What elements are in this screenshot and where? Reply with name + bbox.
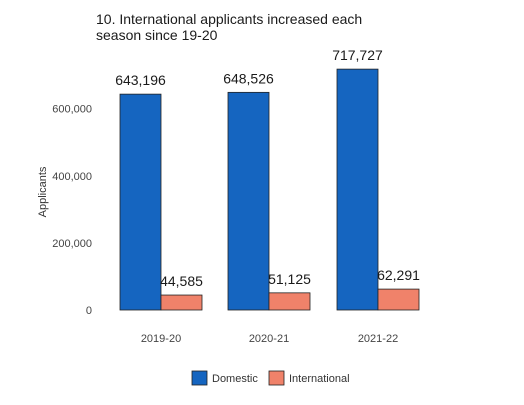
data-label: 643,196 bbox=[115, 72, 166, 88]
x-tick-label: 2019-20 bbox=[141, 333, 181, 345]
data-label: 648,526 bbox=[223, 70, 274, 86]
international-bar bbox=[377, 288, 420, 311]
data-label: 51,125 bbox=[268, 271, 311, 287]
data-label: 44,585 bbox=[160, 273, 203, 289]
data-label: 62,291 bbox=[377, 267, 420, 283]
domestic-bar bbox=[336, 68, 379, 311]
legend-label: Domestic bbox=[212, 373, 258, 385]
legend-swatch bbox=[191, 370, 208, 386]
legend-label: International bbox=[289, 373, 350, 385]
international-bar bbox=[160, 294, 203, 311]
y-tick-label: 200,000 bbox=[52, 238, 92, 250]
international-bar bbox=[268, 292, 311, 311]
chart-title: 10. International applicants increased e… bbox=[96, 11, 363, 43]
x-tick-label: 2021-22 bbox=[358, 333, 398, 345]
domestic-bar bbox=[119, 93, 162, 311]
y-tick-label: 0 bbox=[86, 305, 92, 317]
y-axis-label: Applicants bbox=[37, 166, 49, 217]
domestic-bar bbox=[227, 91, 270, 311]
legend-swatch bbox=[268, 370, 285, 386]
y-tick-label: 400,000 bbox=[52, 171, 92, 183]
x-tick-label: 2020-21 bbox=[249, 333, 289, 345]
data-label: 717,727 bbox=[332, 47, 383, 63]
y-tick-label: 600,000 bbox=[52, 104, 92, 116]
